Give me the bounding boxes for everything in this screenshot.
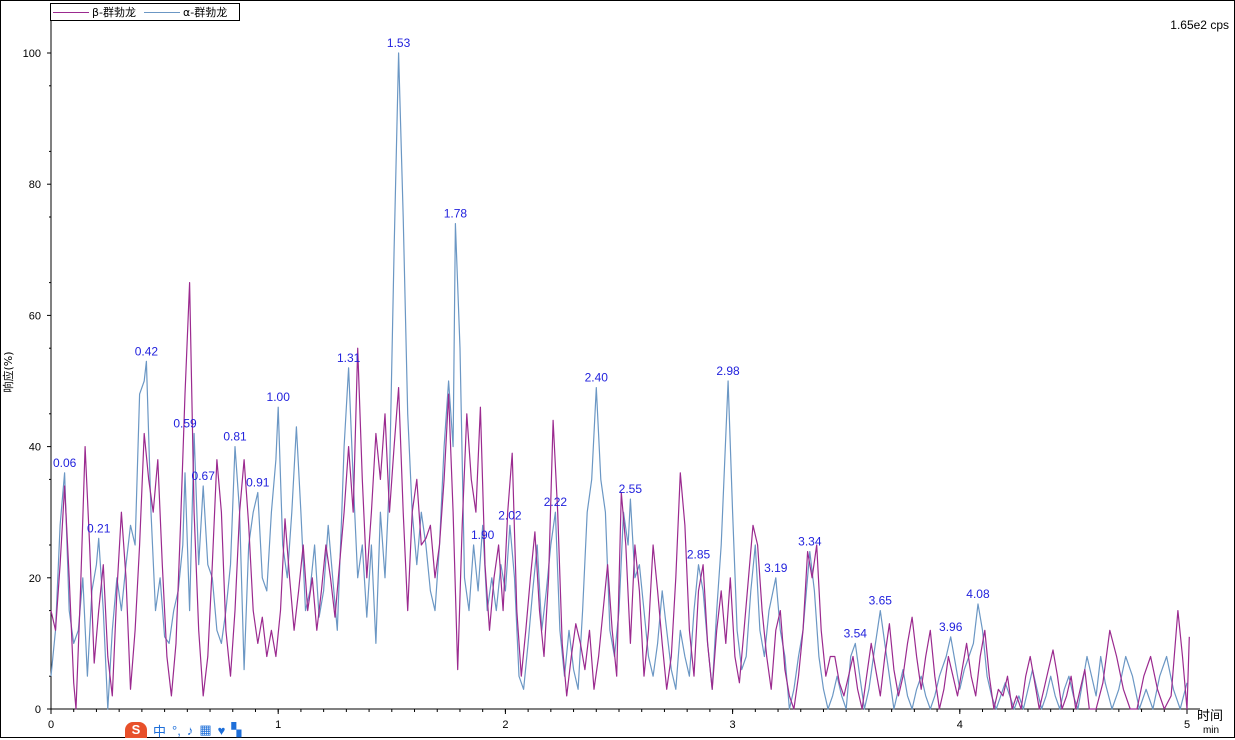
x-tick-label: 5 [1184,719,1190,731]
peak-label: 0.59 [173,416,197,430]
x-axis-label: 时间 [1197,709,1223,724]
peak-label: 0.06 [53,456,77,470]
peak-label: 0.67 [192,469,216,483]
peak-label: 1.31 [337,351,361,365]
peak-label: 0.91 [246,476,270,490]
peak-labels: 0.06 0.21 0.42 0.59 0.67 0.81 0.91 1.00 1.31 1.53… [53,36,990,640]
intensity-scale-label: 1.65e2 cps [1170,18,1229,32]
peak-label: 3.19 [764,561,788,575]
series-layer [50,52,1190,710]
y-axis-label: 响应(%) [1,351,15,392]
punctuation-icon[interactable]: °, [172,722,181,738]
peak-label: 1.78 [444,207,468,221]
x-axis-unit: min [1203,725,1219,736]
legend: β-群勃龙 α-群勃龙 [50,3,241,21]
legend-item-beta: β-群勃龙 [53,4,136,20]
peak-label: 3.34 [798,535,822,549]
peak-label: 2.02 [498,508,522,522]
x-tick-label: 4 [957,719,963,731]
peak-label: 3.54 [844,626,868,640]
x-tick-label: 3 [730,719,736,731]
keyboard-icon[interactable]: ▦ [199,722,212,737]
ime-toolbar[interactable]: S 中 °, ♪ ▦ ♥ ▚ [125,722,242,739]
peak-label: 2.85 [687,548,711,562]
peak-label: 2.22 [544,495,568,509]
legend-line-alpha [144,11,180,13]
x-tick-label: 2 [502,719,508,731]
peak-label: 3.96 [939,620,963,634]
peak-label: 1.53 [387,36,411,50]
grid-icon[interactable]: ▚ [231,722,242,737]
y-tick-label: 0 [35,704,41,716]
y-tick-label: 100 [23,48,41,60]
chinese-mode-icon[interactable]: 中 [153,723,167,739]
sogou-logo-icon[interactable]: S [125,722,147,738]
peak-label: 4.08 [966,587,990,601]
peak-label: 0.21 [87,521,111,535]
x-tick-label: 0 [48,719,54,731]
y-tick-label: 60 [29,310,41,322]
peak-label: 1.90 [471,528,495,542]
series-line-beta [50,282,1190,710]
peak-label: 2.40 [585,371,609,385]
legend-item-alpha: α-群勃龙 [144,4,227,20]
shirt-icon[interactable]: ♥ [217,722,226,738]
peak-label: 2.98 [716,364,740,378]
y-tick-label: 80 [29,179,41,191]
peak-label: 2.55 [619,482,643,496]
peak-label: 1.00 [267,390,291,404]
legend-label-beta: β-群勃龙 [92,6,136,19]
legend-line-beta [53,11,89,13]
x-tick-label: 1 [275,719,281,731]
peak-label: 3.65 [869,594,893,608]
y-tick-label: 40 [29,442,41,454]
series-line-alpha [50,52,1188,710]
peak-label: 0.81 [223,430,247,444]
mic-icon[interactable]: ♪ [186,722,194,738]
legend-label-alpha: α-群勃龙 [183,6,228,19]
peak-label: 0.42 [135,344,159,358]
y-tick-label: 20 [29,573,41,585]
